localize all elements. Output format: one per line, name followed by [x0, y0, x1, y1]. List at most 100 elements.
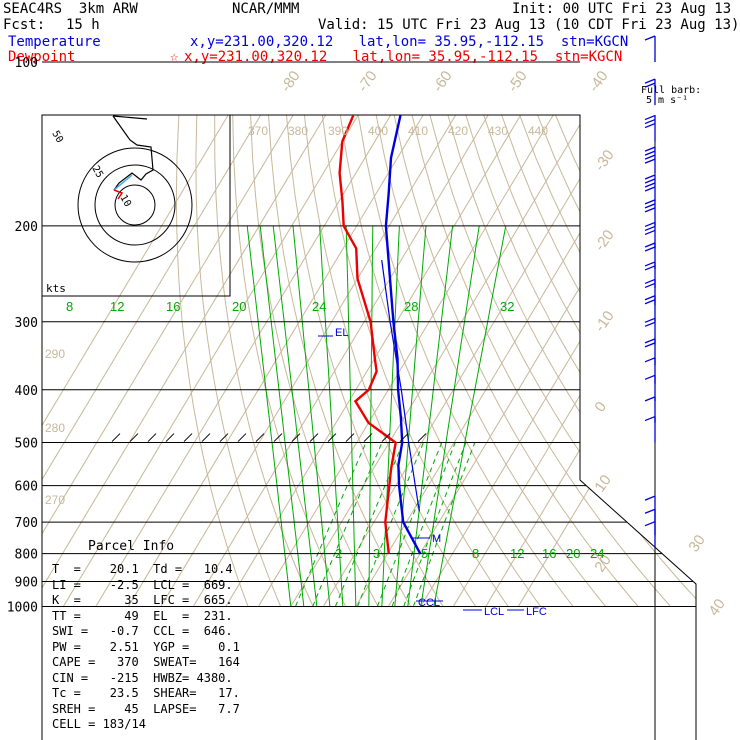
- wind-barb: [644, 521, 656, 548]
- hodograph-ring-label: 25: [89, 164, 105, 180]
- parcel-path: [381, 259, 420, 512]
- theta-label: 280: [45, 421, 65, 435]
- wind-barb-flag: [644, 158, 656, 164]
- mixing-ratio-label: 12: [110, 299, 124, 314]
- isotherm-label: -10: [591, 308, 617, 336]
- theta-label: 380: [288, 124, 308, 138]
- dry-adiabat: [249, 115, 379, 607]
- theta-label: 430: [488, 124, 508, 138]
- temperature-location: x,y=231.00,320.12 lat,lon= 35.95,-112.15…: [190, 34, 629, 50]
- theta-label: 370: [248, 124, 268, 138]
- isotherm-label: -80: [277, 68, 303, 96]
- dry-adiabat: [266, 115, 412, 607]
- temperature-profile: [384, 115, 424, 555]
- wind-barb-flag: [644, 246, 656, 252]
- wind-barb-flag: [644, 508, 656, 514]
- isotherm-label: -20: [591, 227, 617, 255]
- wind-barb: [644, 35, 656, 62]
- wind-barb-flag: [644, 357, 656, 363]
- wind-barb-flag: [644, 282, 656, 289]
- hatch-mark: [219, 433, 229, 442]
- dry-adiabat: [214, 115, 314, 607]
- isotherm-line: [257, 115, 586, 607]
- wind-barb-flag: [644, 122, 656, 129]
- hodograph-unit-label: kts: [46, 282, 66, 295]
- wind-barb-flag: [644, 374, 656, 380]
- isotherm-line: [485, 115, 696, 607]
- isotherm-line: [42, 115, 293, 607]
- hodograph-ring: [77, 147, 193, 263]
- mixing-ratio-label: 20: [566, 546, 580, 561]
- init-time: Init: 00 UTC Fri 23 Aug 13: [512, 1, 732, 17]
- wind-barb-flag: [644, 174, 656, 180]
- hatch-mark: [399, 433, 409, 442]
- dry-adiabat: [535, 115, 696, 607]
- parcel-info-row: Tc = 23.5 SHEAR= 17.: [52, 686, 240, 700]
- hodograph-trace-surface: [113, 189, 124, 200]
- wind-barb-flag: [644, 415, 656, 422]
- wind-barb-flag: [644, 207, 656, 213]
- mixing-ratio-label: 24: [590, 546, 604, 561]
- hatch-mark: [129, 433, 139, 442]
- isotherm-label: -30: [591, 147, 617, 175]
- pressure-label: 100: [15, 56, 38, 71]
- center-name: NCAR/MMM: [232, 1, 300, 17]
- wind-barb: [644, 495, 656, 523]
- hatch-mark: [291, 433, 301, 442]
- moist-adiabat: [272, 225, 318, 607]
- pressure-label: 400: [15, 384, 38, 399]
- pressure-label: 600: [15, 480, 38, 495]
- parcel-info-title: Parcel Info: [88, 539, 175, 554]
- barb-key-title: Full barb:: [641, 85, 702, 96]
- dewpoint-legend: Dewpoint: [8, 49, 76, 65]
- wind-barb-flag: [644, 338, 656, 344]
- wind-barb: [644, 357, 656, 384]
- mixing-ratio-label: 32: [500, 299, 514, 314]
- isotherm-label: 0: [591, 399, 610, 416]
- mixing-ratio-label: 12: [510, 546, 524, 561]
- forecast-hour: 15 h: [66, 17, 100, 33]
- hodograph-ring: [114, 184, 156, 226]
- wind-barb-flag: [644, 242, 656, 248]
- hatch-mark: [327, 433, 337, 442]
- wind-barb-flag: [644, 225, 656, 232]
- isotherm-line: [192, 115, 521, 607]
- wind-barb-flag: [644, 182, 656, 188]
- wind-barb: [644, 174, 656, 201]
- isotherm-label: -70: [354, 68, 380, 96]
- mixing-ratio-label: 2: [335, 546, 342, 561]
- theta-label: 400: [368, 124, 388, 138]
- hatch-mark: [165, 433, 175, 442]
- parcel-info-row: T = 20.1 Td = 10.4: [52, 562, 233, 576]
- dewpoint-marker-icon: ☆: [170, 49, 179, 65]
- mixing-ratio-label: 16: [166, 299, 180, 314]
- wind-barb: [644, 146, 656, 174]
- parcel-info-row: CELL = 183/14: [52, 717, 146, 731]
- valid-time: Valid: 15 UTC Fri 23 Aug 13 (10 CDT Fri …: [318, 17, 740, 33]
- isotherm-line: [42, 115, 261, 607]
- hatch-mark: [111, 433, 121, 442]
- pressure-label: 200: [15, 220, 38, 235]
- wind-barb-flag: [644, 321, 656, 327]
- wind-barb-flag: [644, 118, 656, 125]
- hatch-mark: [273, 433, 283, 442]
- mixing-ratio-label: 8: [66, 299, 73, 314]
- wind-barb-flag: [644, 278, 656, 285]
- mixing-ratio-line: [376, 442, 443, 607]
- wind-barb-flag: [644, 495, 656, 501]
- hatch-mark: [147, 433, 157, 442]
- hodograph-ring: [94, 164, 176, 246]
- moist-adiabat: [433, 225, 507, 607]
- isotherm-label: 30: [685, 532, 708, 555]
- wind-barb: [644, 78, 656, 106]
- hatch-mark: [381, 433, 391, 442]
- wind-barb-flag: [644, 396, 656, 402]
- parcel-info-row: CAPE = 370 SWEAT= 164: [52, 655, 240, 669]
- dry-adiabat: [501, 115, 696, 607]
- wind-barb-flag: [644, 35, 656, 41]
- wind-barb-flag: [644, 154, 656, 160]
- hatch-mark: [309, 433, 319, 442]
- hatch-mark: [183, 433, 193, 442]
- wind-barb-flag: [644, 203, 656, 209]
- hodograph-ring-label: 50: [49, 129, 65, 145]
